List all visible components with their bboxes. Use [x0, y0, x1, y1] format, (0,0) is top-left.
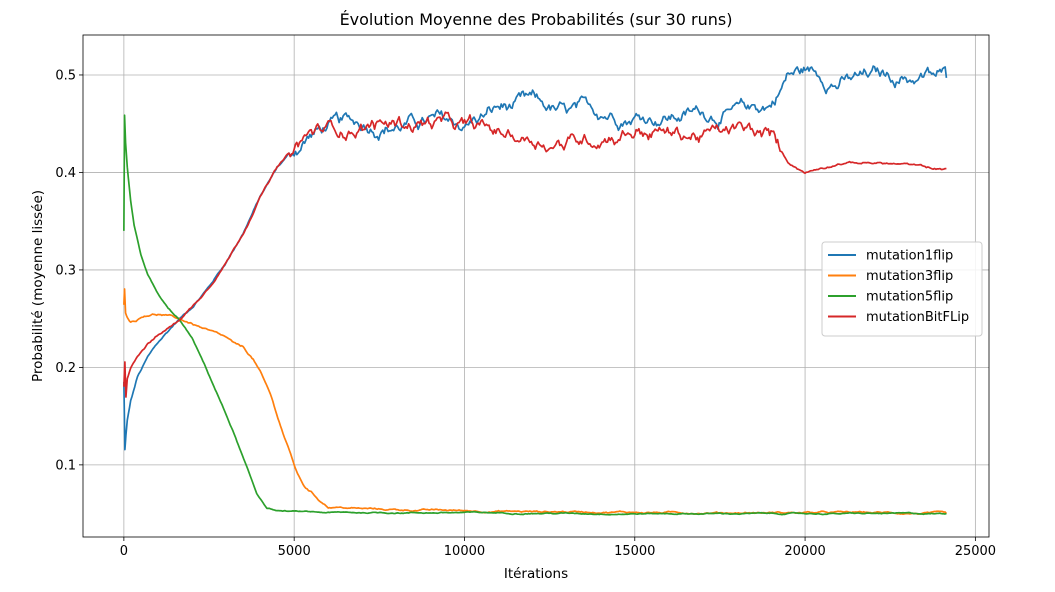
series-line-mutation3flip	[123, 288, 948, 516]
x-tick-label: 0	[120, 544, 128, 559]
legend-box	[821, 241, 983, 337]
series-line-mutation5flip	[123, 114, 947, 516]
legend-label-mutation5flip: mutation5flip	[866, 290, 953, 305]
x-tick-label: 15000	[614, 544, 655, 559]
x-tick-label: 5000	[278, 544, 311, 559]
plot-frame	[82, 34, 990, 538]
y-tick-label: 0.2	[55, 361, 76, 376]
series-lines	[123, 65, 948, 516]
x-tick-label: 20000	[784, 544, 825, 559]
grid	[83, 35, 989, 537]
legend-label-mutation3flip: mutation3flip	[866, 269, 953, 284]
series-line-mutation1flip	[123, 65, 948, 451]
x-tick-label: 10000	[444, 544, 485, 559]
legend-label-mutation1flip: mutation1flip	[866, 249, 953, 264]
y-axis-label: Probabilité (moyenne lissée)	[30, 190, 46, 382]
legend: mutation1flip mutation3flip mutation5flip m…	[821, 241, 983, 337]
series-line-mutationbitflip	[123, 111, 947, 398]
x-axis-label: Itérations	[504, 566, 568, 582]
axis-ticks: 0 5000 10000 15000 20000 25000 0.1 0.2 0.3 0.4 0.5	[55, 68, 996, 559]
y-tick-label: 0.4	[55, 166, 76, 181]
y-tick-label: 0.5	[55, 68, 76, 83]
y-tick-label: 0.3	[55, 263, 76, 278]
legend-label-mutationbitflip: mutationBitFLip	[866, 310, 969, 325]
chart-title: Évolution Moyenne des Probabilités (sur …	[340, 10, 733, 29]
x-tick-label: 25000	[955, 544, 996, 559]
y-tick-label: 0.1	[55, 458, 76, 473]
